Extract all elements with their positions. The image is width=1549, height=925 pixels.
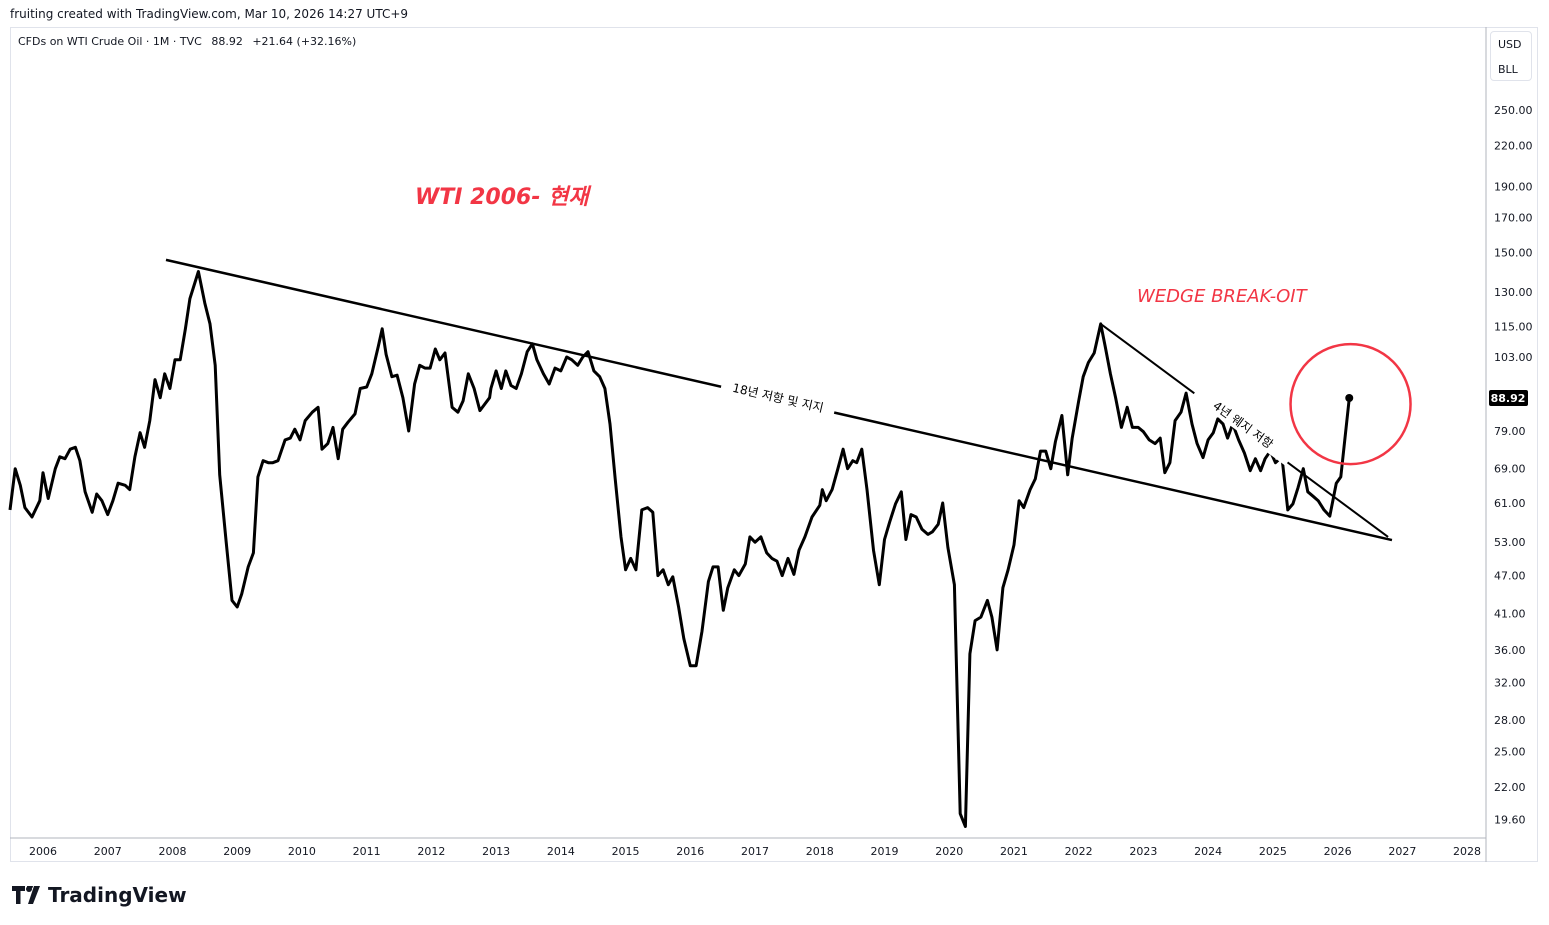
time-tick-label: 2024 xyxy=(1194,845,1222,858)
price-tick-label: 25.00 xyxy=(1494,746,1526,759)
logo-text: TradingView xyxy=(48,883,187,907)
price-tick-label: 53.00 xyxy=(1494,536,1526,549)
price-tick-label: 130.00 xyxy=(1494,286,1533,299)
last-price-label-bg xyxy=(1489,389,1528,406)
price-tick-label: 28.00 xyxy=(1494,714,1526,727)
price-tick-label: 19.60 xyxy=(1494,813,1526,826)
time-tick-label: 2025 xyxy=(1259,845,1287,858)
last-price: 88.92 xyxy=(211,35,243,48)
chart-title-annotation: WTI 2006- 현재 xyxy=(415,185,592,210)
price-tick-label: 69.00 xyxy=(1494,463,1526,476)
price-change: +21.64 (+32.16%) xyxy=(252,35,357,48)
time-tick-label: 2020 xyxy=(935,845,963,858)
symbol-name: CFDs on WTI Crude Oil · 1M · TVC xyxy=(18,35,202,48)
price-tick-label: 150.00 xyxy=(1494,246,1533,259)
time-tick-label: 2016 xyxy=(676,845,704,858)
trendline-18yr-label: 18년 저항 및 지지 xyxy=(719,376,837,419)
time-tick-label: 2012 xyxy=(417,845,445,858)
price-tick-label: 47.00 xyxy=(1494,570,1526,583)
price-tick-label: 190.00 xyxy=(1494,180,1533,193)
price-tick-label: 115.00 xyxy=(1494,320,1533,333)
price-tick-label: 61.00 xyxy=(1494,497,1526,510)
last-point-marker xyxy=(1345,393,1354,402)
symbol-legend[interactable]: CFDs on WTI Crude Oil · 1M · TVC 88.92 +… xyxy=(18,35,356,48)
price-tick-label: 22.00 xyxy=(1494,781,1526,794)
trendline-wedge-label-bg xyxy=(1191,383,1296,466)
time-tick-label: 2019 xyxy=(870,845,898,858)
currency-label: USD xyxy=(1498,38,1522,51)
unit-selector[interactable]: USD BLL xyxy=(1490,31,1532,81)
price-tick-label: 220.00 xyxy=(1494,140,1533,153)
time-tick-label: 2026 xyxy=(1324,845,1352,858)
time-tick-label: 2017 xyxy=(741,845,769,858)
time-tick-label: 2021 xyxy=(1000,845,1028,858)
highlight-circle xyxy=(1289,342,1412,466)
wedge-breakout-annotation: WEDGE BREAK-OIT xyxy=(1137,286,1309,307)
price-tick-label: 79.00 xyxy=(1494,425,1526,438)
chart-credit: fruiting created with TradingView.com, M… xyxy=(10,7,409,21)
time-tick-label: 2006 xyxy=(29,845,57,858)
tradingview-logo-icon xyxy=(12,886,40,904)
unit-label: BLL xyxy=(1498,63,1518,76)
time-tick-label: 2013 xyxy=(482,845,510,858)
time-tick-label: 2028 xyxy=(1453,845,1481,858)
time-tick-label: 2008 xyxy=(158,845,186,858)
time-tick-label: 2023 xyxy=(1129,845,1157,858)
price-tick-label: 36.00 xyxy=(1494,644,1526,657)
time-tick-label: 2010 xyxy=(288,845,316,858)
time-tick-label: 2022 xyxy=(1065,845,1093,858)
time-tick-label: 2027 xyxy=(1388,845,1416,858)
price-line xyxy=(8,270,1351,828)
price-tick-label: 103.00 xyxy=(1494,351,1533,364)
chart-frame xyxy=(10,27,1538,862)
price-tick-label: 250.00 xyxy=(1494,104,1533,117)
last-price-label: 88.92 xyxy=(1491,392,1526,405)
time-tick-label: 2007 xyxy=(94,845,122,858)
time-tick-label: 2018 xyxy=(806,845,834,858)
time-tick-label: 2015 xyxy=(612,845,640,858)
price-tick-label: 170.00 xyxy=(1494,211,1533,224)
time-tick-label: 2009 xyxy=(223,845,251,858)
time-tick-label: 2014 xyxy=(547,845,575,858)
time-tick-label: 2011 xyxy=(353,845,381,858)
price-tick-label: 32.00 xyxy=(1494,677,1526,690)
trendline-wedge-label-text: 4년 웨지 저항 xyxy=(1210,399,1275,452)
price-tick-label: 41.00 xyxy=(1494,608,1526,621)
tradingview-logo[interactable]: TradingView xyxy=(12,883,187,907)
trendline-18yr-label-bg xyxy=(719,376,837,419)
